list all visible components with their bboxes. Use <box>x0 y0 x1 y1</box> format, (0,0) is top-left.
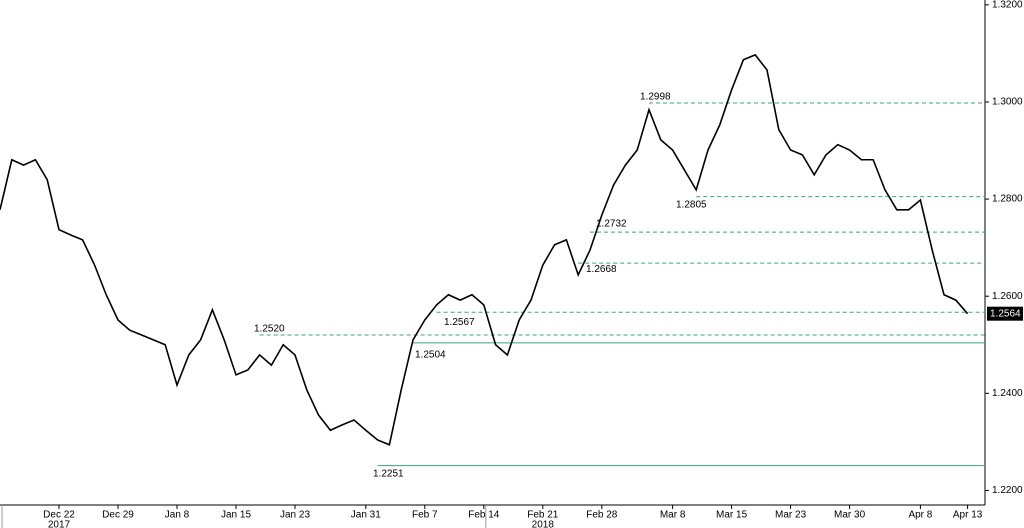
x-tick-label: Dec 29 <box>102 510 134 521</box>
level-label: 1.2251 <box>373 468 404 479</box>
x-tick-label: Mar 15 <box>716 510 748 521</box>
y-tick-label: 1.3000 <box>992 97 1023 108</box>
x-tick-label: Jan 23 <box>280 510 310 521</box>
level-label: 1.2668 <box>586 264 617 275</box>
y-tick-label: 1.2400 <box>992 388 1023 399</box>
x-tick-label: Jan 31 <box>351 510 381 521</box>
year-label: 2018 <box>532 520 555 528</box>
x-tick-label: Dec 22 <box>43 510 75 521</box>
last-price-tag <box>987 306 1023 321</box>
y-tick-label: 1.2800 <box>992 194 1023 205</box>
x-tick-label: Apr 8 <box>908 510 932 521</box>
year-label: 2017 <box>48 520 71 528</box>
x-tick-label: Feb 14 <box>468 510 500 521</box>
y-tick-label: 1.3200 <box>992 0 1023 10</box>
level-label: 1.2504 <box>415 349 446 360</box>
x-tick-label: Jan 8 <box>165 510 190 521</box>
level-label: 1.2732 <box>596 219 627 230</box>
x-tick-label: Feb 7 <box>412 510 438 521</box>
x-tick-label: Feb 21 <box>527 510 559 521</box>
level-label: 1.2567 <box>444 317 475 328</box>
level-label: 1.2998 <box>640 92 671 103</box>
level-label: 1.2520 <box>254 324 285 335</box>
x-tick-label: Apr 13 <box>953 510 983 521</box>
x-tick-label: Feb 28 <box>586 510 618 521</box>
price-line <box>0 53 969 446</box>
x-tick-label: Mar 23 <box>775 510 807 521</box>
level-label: 1.2805 <box>676 199 707 210</box>
y-tick-label: 1.2600 <box>992 291 1023 302</box>
last-price-label: 1.2564 <box>990 308 1021 319</box>
y-tick-label: 1.2200 <box>992 485 1023 496</box>
x-tick-label: Jan 15 <box>221 510 251 521</box>
x-tick-label: Mar 8 <box>660 510 686 521</box>
x-tick-label: Mar 30 <box>834 510 866 521</box>
